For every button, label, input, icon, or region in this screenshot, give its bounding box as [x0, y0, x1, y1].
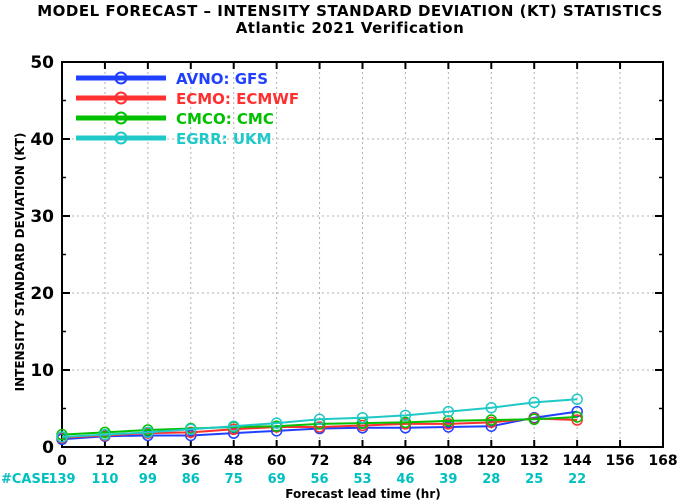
x-tick-label: 36: [181, 453, 200, 469]
y-tick-label: 20: [30, 284, 54, 304]
data-point: [270, 417, 283, 429]
data-point: [528, 413, 540, 426]
data-point: [270, 420, 283, 432]
case-count: 99: [139, 472, 157, 487]
x-tick-label: 84: [353, 453, 373, 469]
y-tick-label: 10: [30, 361, 54, 381]
grid-lines: [62, 62, 663, 447]
x-tick-label: 168: [648, 453, 677, 469]
series-line: [61, 410, 578, 441]
data-point: [56, 431, 68, 443]
x-tick-label: 156: [605, 453, 634, 469]
data-point: [571, 393, 583, 406]
case-count: 69: [268, 472, 286, 487]
x-tick-label: 12: [95, 453, 114, 469]
data-point: [442, 418, 455, 430]
x-tick-label: 48: [224, 453, 243, 469]
data-point: [142, 426, 154, 439]
data-point: [99, 428, 111, 441]
data-point: [485, 401, 498, 414]
case-count: 75: [225, 472, 243, 487]
series-line: [61, 398, 578, 438]
case-count: 110: [91, 472, 118, 487]
data-point: [313, 421, 326, 433]
x-tick-label: 24: [138, 453, 158, 469]
data-point: [185, 429, 197, 442]
case-count: 22: [568, 472, 586, 487]
y-axis-label: INTENSITY STANDARD DEVIATION (KT): [13, 133, 27, 392]
case-count: 139: [48, 472, 75, 487]
x-tick-label: 144: [563, 453, 592, 469]
x-tick-label: 60: [267, 453, 287, 469]
data-point: [571, 405, 583, 418]
x-tick-label: 96: [396, 453, 415, 469]
case-count: 86: [182, 472, 200, 487]
data-point: [399, 416, 412, 429]
x-tick-label: 120: [477, 453, 506, 469]
case-count: 39: [439, 472, 457, 487]
y-tick-label: 40: [30, 130, 54, 150]
data-point: [485, 414, 498, 426]
legend-label: ECMO: ECMWF: [176, 90, 299, 108]
x-tick-label: 132: [520, 453, 549, 469]
legend-label: EGRR: UKM: [176, 130, 272, 148]
data-point: [485, 420, 498, 432]
legend-swatch-marker: [114, 111, 128, 125]
legend: AVNO: GFS ECMO: ECMWF CMCO: CMC EGRR: UKM: [76, 70, 299, 148]
chart-title: MODEL FORECAST – INTENSITY STANDARD DEVI…: [37, 2, 663, 20]
legend-swatch-marker: [114, 131, 128, 145]
case-count: 46: [396, 472, 414, 487]
legend-swatch-marker: [114, 91, 128, 105]
data-point: [185, 423, 197, 436]
data-point: [399, 409, 412, 422]
data-point: [356, 411, 369, 424]
x-axis-label: Forecast lead time (hr): [285, 487, 441, 501]
case-count: 56: [311, 472, 329, 487]
y-tick-label: 0: [42, 438, 54, 458]
data-point: [571, 414, 583, 426]
case-count: 25: [525, 472, 543, 487]
x-tick-label: 0: [57, 453, 67, 469]
data-point: [442, 421, 455, 433]
data-point: [442, 405, 455, 418]
y-tick-label: 50: [30, 53, 54, 73]
tick-labels: 0 10 20 30 40 50 0 12 24 36 48 60 72 84 96 108 120 132 144…: [30, 53, 677, 469]
data-point: [313, 413, 326, 426]
legend-label: CMCO: CMC: [176, 110, 274, 128]
data-point: [227, 420, 240, 432]
series-group: [56, 393, 583, 446]
chart-subtitle: Atlantic 2021 Verification: [235, 19, 465, 37]
case-count: 28: [482, 472, 500, 487]
y-tick-label: 30: [30, 207, 54, 227]
case-label: #CASE: [1, 472, 50, 487]
data-point: [227, 427, 240, 439]
x-tick-label: 108: [434, 453, 463, 469]
legend-swatch-marker: [114, 71, 128, 85]
data-point: [528, 396, 540, 409]
data-point: [571, 411, 583, 423]
data-point: [442, 415, 455, 427]
legend-label: AVNO: GFS: [176, 70, 268, 88]
data-point: [185, 426, 197, 439]
case-count: 53: [353, 472, 371, 487]
x-tick-label: 72: [310, 453, 329, 469]
